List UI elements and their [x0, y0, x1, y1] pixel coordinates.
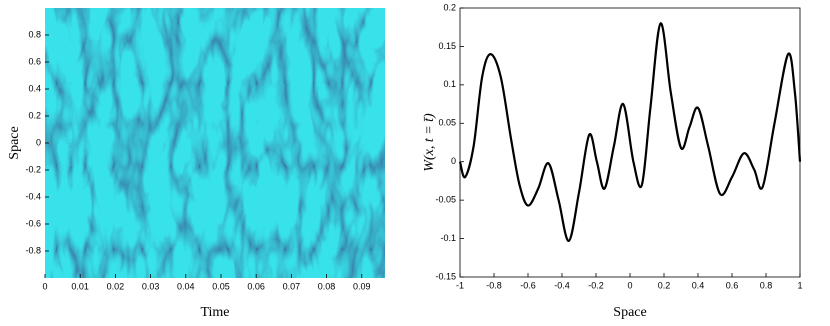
x-axis-label: Time	[200, 305, 229, 320]
x-tick-label: 0.06	[247, 281, 265, 291]
y-tick-label: -0.1	[440, 233, 456, 243]
x-tick-label: 0.6	[726, 280, 739, 290]
x-tick-label: -0.4	[554, 280, 570, 290]
y-tick-label: -0.8	[25, 245, 41, 255]
x-tick-label: 1	[797, 280, 802, 290]
y-tick-label: 0.2	[443, 2, 456, 12]
heatmap-texture	[45, 8, 385, 278]
y-tick-label: 0.8	[28, 29, 41, 39]
x-tick-label: 0.09	[353, 281, 371, 291]
x-tick-label: 0	[42, 281, 47, 291]
x-tick-label: 0.8	[760, 280, 773, 290]
y-tick-label: -0.05	[435, 195, 456, 205]
x-tick-label: 0.05	[212, 281, 230, 291]
y-tick-label: 0.15	[438, 41, 456, 51]
x-axis-label: Space	[613, 305, 646, 320]
y-tick-label: 0.6	[28, 56, 41, 66]
y-tick-label: 0.05	[438, 118, 456, 128]
x-tick-label: -0.6	[520, 280, 536, 290]
x-tick-label: 0.07	[283, 281, 301, 291]
x-tick-label: -1	[456, 280, 464, 290]
y-tick-label: -0.4	[25, 191, 41, 201]
x-tick-label: 0.01	[71, 281, 89, 291]
y-tick-label: 0	[451, 156, 456, 166]
y-axis-label: W(x, t = t̄)	[422, 113, 437, 172]
x-tick-label: -0.8	[486, 280, 502, 290]
x-tick-label: 0	[627, 280, 632, 290]
y-tick-label: -0.2	[25, 164, 41, 174]
y-tick-label: 0	[36, 137, 41, 147]
x-tick-label: 0.02	[107, 281, 125, 291]
x-tick-label: -0.2	[588, 280, 604, 290]
y-tick-label: -0.6	[25, 218, 41, 228]
x-tick-label: 0.4	[692, 280, 705, 290]
y-tick-label: 0.1	[443, 79, 456, 89]
y-tick-label: 0.2	[28, 110, 41, 120]
x-tick-label: 0.04	[177, 281, 195, 291]
x-tick-label: 0.08	[318, 281, 336, 291]
x-tick-label: 0.03	[142, 281, 160, 291]
data-line	[458, 22, 802, 242]
y-tick-label: 0.4	[28, 83, 41, 93]
x-tick-label: 0.2	[658, 280, 671, 290]
y-tick-label: -0.15	[435, 271, 456, 281]
y-axis-label: Space	[7, 126, 22, 159]
